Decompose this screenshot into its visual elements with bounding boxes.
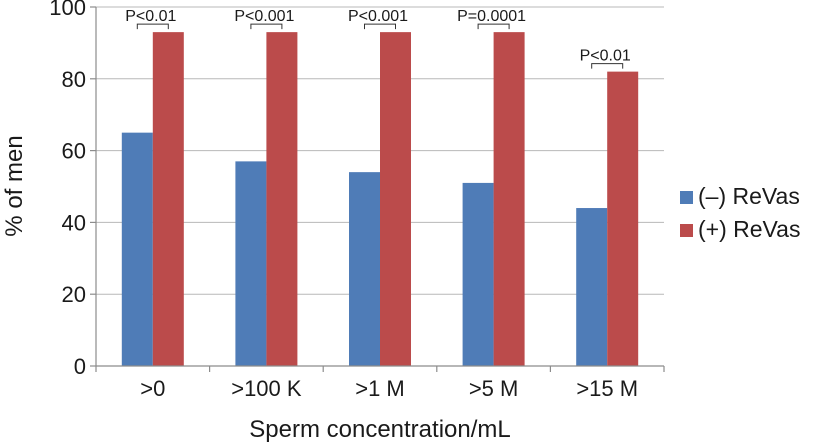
significance-bracket [591, 63, 624, 69]
significance-bracket [477, 23, 510, 30]
y-tick-label: 60 [62, 139, 86, 164]
bar-revas-negative [576, 208, 608, 366]
legend-swatch-revas-positive [680, 224, 693, 237]
axes: 0 20 40 60 80 100 >0 >100 K >1 M >5 M >15 M [49, 0, 665, 401]
bar-revas-negative [349, 172, 380, 366]
significance-bracket [136, 23, 169, 30]
p-value-label: P<0.001 [234, 8, 294, 25]
bar-revas-negative [235, 161, 267, 366]
x-tick-label: >15 M [576, 376, 638, 401]
legend-label-revas-negative: (–) ReVas [698, 183, 800, 209]
x-tick-label: >100 K [231, 376, 302, 401]
bar-revas-positive [266, 32, 298, 366]
p-value-label: P<0.001 [348, 8, 408, 25]
y-tick-label: 80 [62, 67, 86, 92]
y-axis-label: % of men [1, 135, 28, 236]
legend-label-revas-positive: (+) ReVas [698, 216, 800, 242]
bars [121, 32, 639, 367]
bar-revas-negative [121, 132, 153, 366]
y-tick-label: 40 [62, 210, 86, 235]
significance-annotations: P<0.01 P<0.001 P<0.001 P=0.0001 P<0.01 [125, 8, 631, 69]
p-value-label: P<0.01 [580, 48, 631, 65]
p-value-label: P=0.0001 [457, 8, 526, 25]
bar-revas-positive [152, 32, 184, 366]
x-tick-label: >1 M [355, 376, 405, 401]
legend-swatch-revas-negative [680, 191, 693, 204]
bar-revas-positive [607, 71, 639, 367]
bar-revas-positive [493, 32, 525, 366]
bar-revas-negative [462, 182, 494, 366]
y-tick-label: 0 [74, 354, 86, 379]
x-tick-label: >5 M [469, 376, 519, 401]
bar-revas-positive [380, 32, 411, 366]
x-axis-label: Sperm concentration/mL [249, 416, 510, 443]
x-tick-label: >0 [140, 376, 165, 401]
y-tick-label: 100 [49, 0, 86, 20]
significance-bracket [250, 23, 283, 30]
significance-bracket [364, 23, 396, 30]
legend: (–) ReVas (+) ReVas [680, 183, 800, 242]
p-value-label: P<0.01 [125, 8, 176, 25]
y-tick-label: 20 [62, 282, 86, 307]
